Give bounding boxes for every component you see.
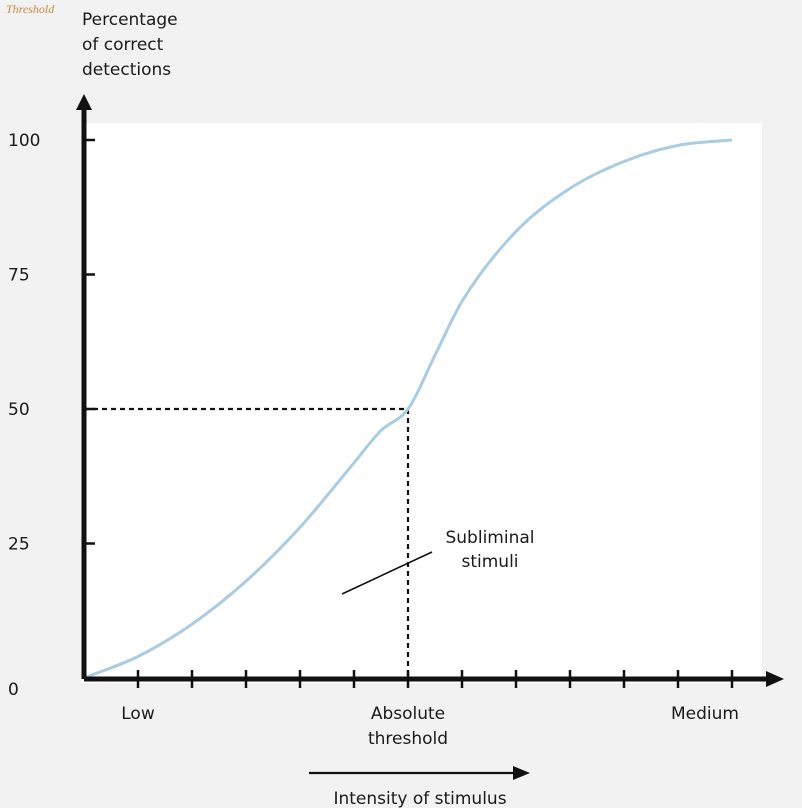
y-axis-arrowhead — [76, 94, 92, 110]
annotation-pointer — [341, 551, 433, 595]
y-axis-title-line: detections — [82, 60, 171, 80]
y-tick-label: 50 — [8, 400, 30, 420]
x-tick-label: threshold — [368, 729, 448, 749]
y-tick-label: 75 — [8, 266, 30, 286]
x-axis-title: Intensity of stimulus — [333, 789, 506, 808]
caption-fragment: Threshold — [6, 2, 55, 16]
x-tick-label: Low — [121, 704, 155, 724]
intensity-arrowhead — [513, 766, 530, 780]
y-tick-label: 25 — [8, 535, 30, 555]
x-tick-label: Medium — [671, 704, 739, 724]
x-tick-label: Absolute — [371, 704, 445, 724]
annotation-label: Subliminal — [445, 528, 534, 548]
annotation-label: stimuli — [461, 552, 518, 572]
y-tick-label: 100 — [8, 131, 40, 151]
y-axis-title-line: Percentage — [82, 10, 178, 30]
plot-panel — [82, 123, 762, 683]
y-axis-title-line: of correct — [82, 35, 164, 55]
x-axis-arrowhead — [766, 671, 784, 687]
y-tick-label: 0 — [8, 680, 19, 700]
detection-curve — [83, 138, 733, 680]
